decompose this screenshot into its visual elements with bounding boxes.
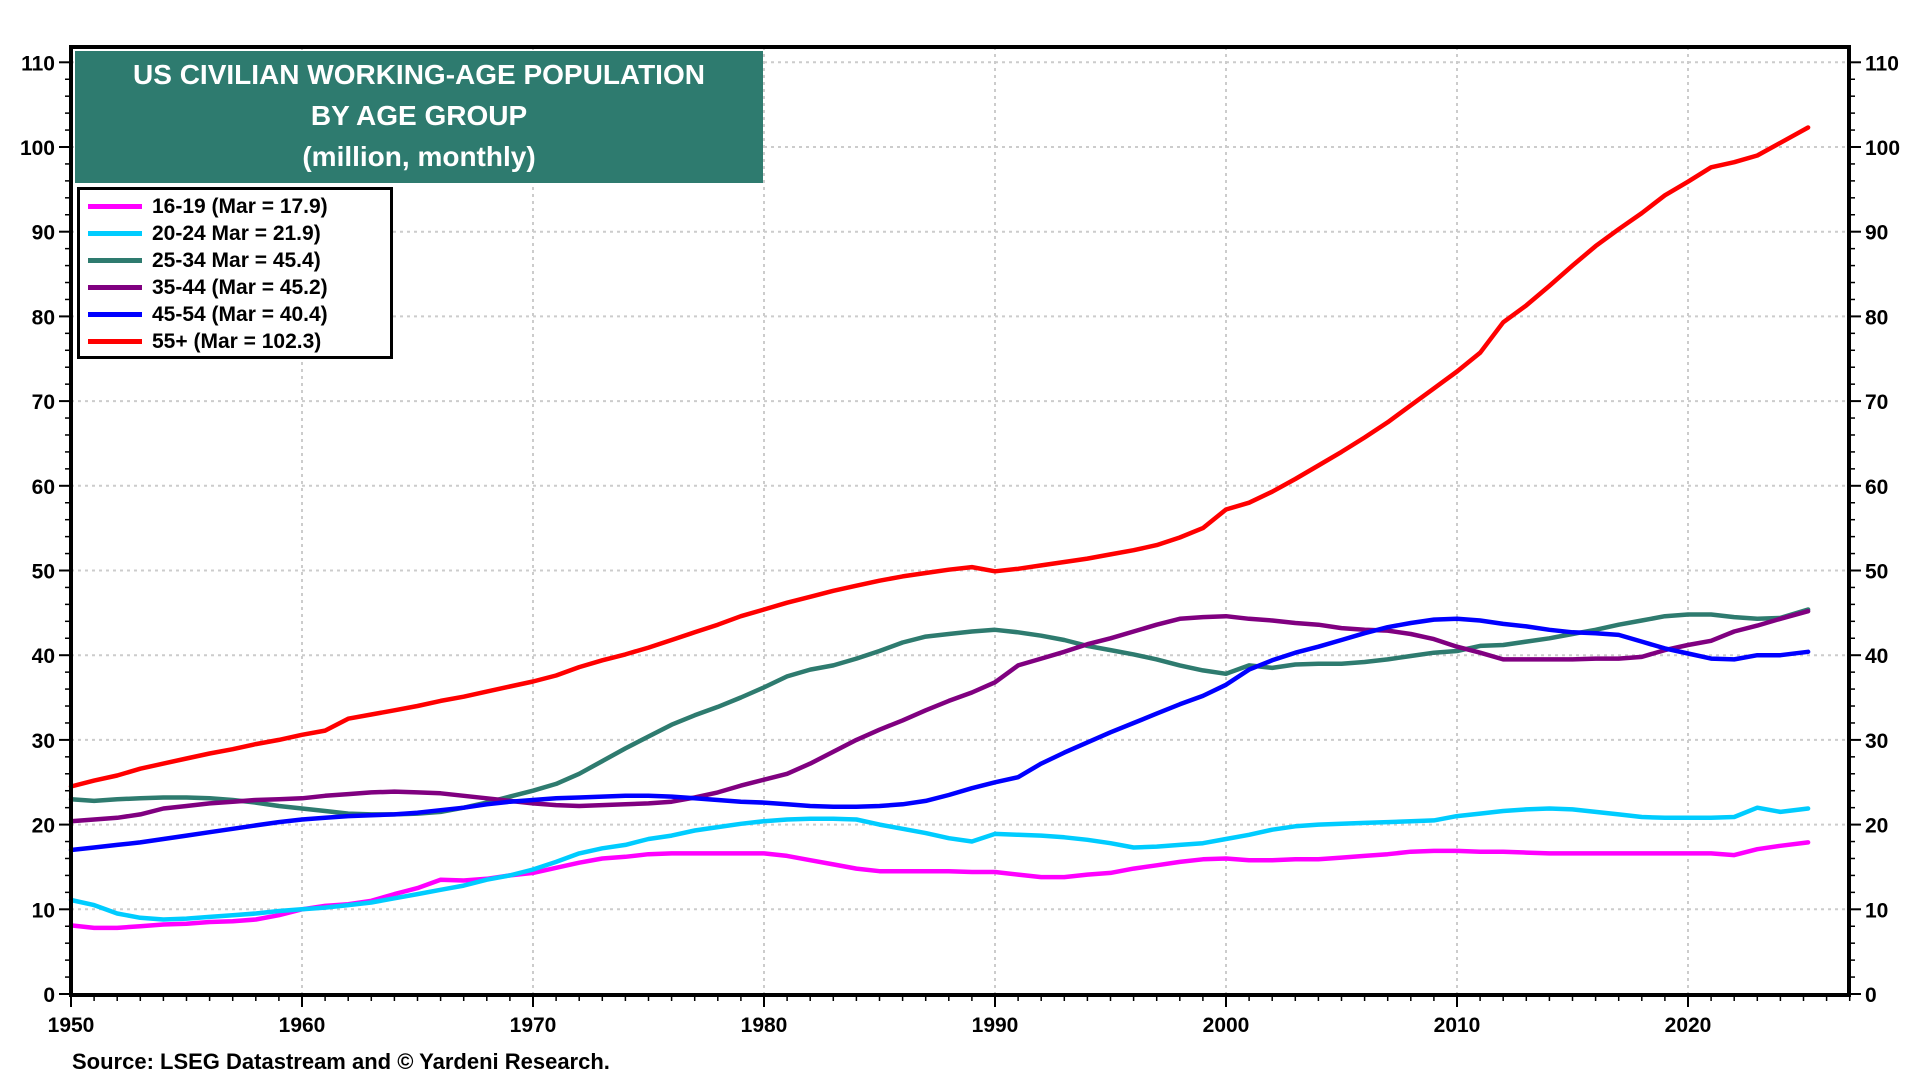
legend-label: 20-24 Mar = 21.9) [152,221,321,245]
y-tick-label-left: 110 [21,52,55,75]
legend-item: 35-44 (Mar = 45.2) [88,274,390,301]
x-tick-label: 1950 [48,1014,95,1037]
y-tick-label-left: 50 [32,561,55,584]
series-line-4 [68,616,1811,853]
series-line-0 [68,840,1811,931]
y-tick-label-left: 40 [32,645,55,668]
series-line-2 [68,607,1811,817]
y-tick-label-left: 90 [32,222,55,245]
legend-label: 35-44 (Mar = 45.2) [152,275,328,299]
x-tick-label: 1980 [741,1014,788,1037]
x-tick-label: 2020 [1665,1014,1712,1037]
x-tick-label: 1970 [510,1014,557,1037]
legend-label: 25-34 Mar = 45.4) [152,248,321,272]
series-line-5 [68,125,1811,789]
plot-border [69,45,1851,997]
y-tick-label-right: 40 [1865,645,1888,668]
y-tick-label-left: 80 [32,306,55,329]
y-tick-label-right: 50 [1865,561,1888,584]
legend-swatch-16-19 [88,204,142,209]
legend-item: 55+ (Mar = 102.3) [88,328,390,355]
legend-swatch-55-plus [88,339,142,344]
source-note: Source: LSEG Datastream and © Yardeni Re… [72,1049,610,1074]
y-tick-label-left: 30 [32,730,55,753]
legend-item: 25-34 Mar = 45.4) [88,247,390,274]
y-tick-label-right: 20 [1865,815,1888,838]
legend: 16-19 (Mar = 17.9) 20-24 Mar = 21.9) 25-… [77,187,393,359]
legend-item: 20-24 Mar = 21.9) [88,220,390,247]
y-tick-label-right: 0 [1865,984,1877,1007]
legend-swatch-35-44 [88,285,142,290]
legend-label: 16-19 (Mar = 17.9) [152,194,328,218]
y-tick-label-right: 90 [1865,222,1888,245]
y-tick-label-right: 30 [1865,730,1888,753]
y-tick-label-left: 70 [32,391,55,414]
chart-subtitle: (million, monthly) [302,141,536,172]
legend-label: 45-54 (Mar = 40.4) [152,302,328,326]
legend-swatch-25-34 [88,258,142,263]
left-y-axis: 0 10 20 30 40 50 60 70 80 90 100 110 [20,52,71,1007]
axes [69,45,1851,997]
chart-title: US CIVILIAN WORKING-AGE POPULATION [133,59,705,90]
x-tick-label: 1960 [279,1014,326,1037]
x-axis: 1950 1960 1970 1980 1990 2000 2010 2020 [48,995,1851,1037]
chart-title-line2: BY AGE GROUP [310,100,528,131]
x-tick-label: 1990 [972,1014,1019,1037]
legend-swatch-45-54 [88,312,142,317]
legend-label: 55+ (Mar = 102.3) [152,329,322,353]
y-tick-label-left: 10 [32,899,55,922]
legend-item: 16-19 (Mar = 17.9) [88,193,390,220]
series-layer [68,125,1811,931]
y-tick-label-left: 100 [20,137,55,160]
y-tick-label-right: 80 [1865,306,1888,329]
y-tick-label-left: 60 [32,476,55,499]
legend-swatch-20-24 [88,231,142,236]
y-tick-label-left: 0 [43,984,55,1007]
x-tick-label: 2000 [1203,1014,1250,1037]
y-tick-label-right: 110 [1865,52,1899,75]
x-tick-label: 2010 [1434,1014,1481,1037]
series-line-3 [68,608,1811,824]
y-tick-label-right: 10 [1865,899,1888,922]
series-line-1 [68,805,1811,922]
y-tick-label-left: 20 [32,815,55,838]
chart-title-box: US CIVILIAN WORKING-AGE POPULATION BY AG… [75,51,763,183]
y-tick-label-right: 60 [1865,476,1888,499]
legend-item: 45-54 (Mar = 40.4) [88,301,390,328]
y-tick-label-right: 70 [1865,391,1888,414]
y-tick-label-right: 100 [1865,137,1900,160]
right-y-axis: 0 10 20 30 40 50 60 70 80 90 100 110 [1849,52,1900,1007]
